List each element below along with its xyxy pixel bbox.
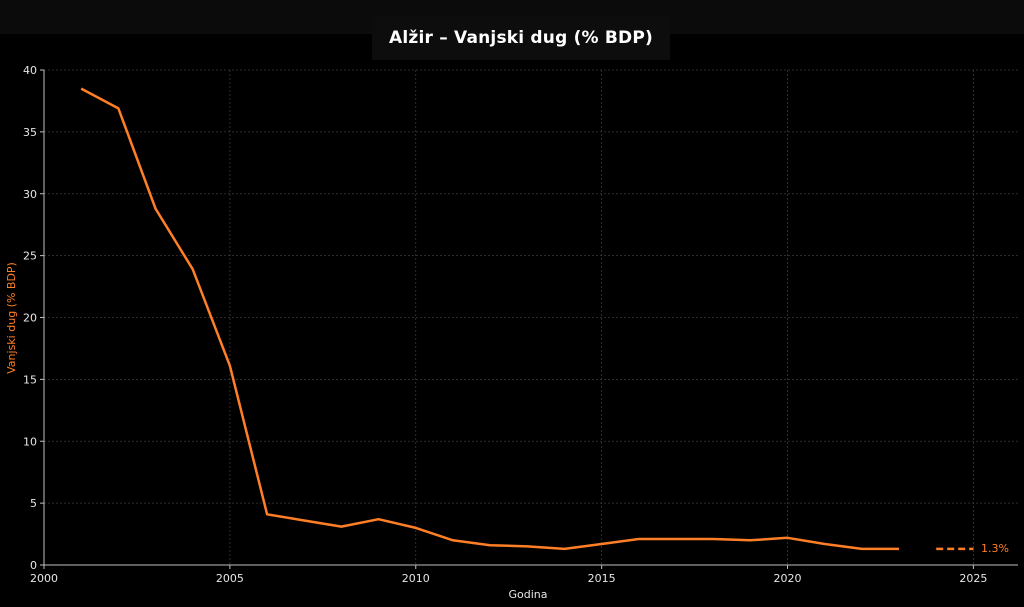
- x-tick-label: 2010: [402, 572, 430, 585]
- y-tick-label: 30: [23, 188, 37, 201]
- y-tick-label: 5: [30, 497, 37, 510]
- grid: [43, 69, 1018, 566]
- last-value-annotation: 1.3%: [981, 542, 1009, 555]
- x-tick-label: 2000: [30, 572, 58, 585]
- x-axis-label: Godina: [508, 588, 547, 601]
- y-axis-label: Vanjski dug (% BDP): [5, 262, 18, 374]
- chart-title: Alžir – Vanjski dug (% BDP): [388, 28, 653, 48]
- y-tick-label: 25: [23, 250, 37, 263]
- y-tick-label: 0: [30, 559, 37, 572]
- title-box: Alžir – Vanjski dug (% BDP): [372, 16, 670, 60]
- debt-series-line: [80, 87, 899, 551]
- y-tick-label: 35: [23, 126, 37, 139]
- x-tick-label: 2020: [774, 572, 802, 585]
- series-layer: [80, 87, 974, 551]
- y-tick-label: 15: [23, 373, 37, 386]
- x-tick-label: 2025: [959, 572, 987, 585]
- y-tick-label: 20: [23, 312, 37, 325]
- x-tick-label: 2015: [588, 572, 616, 585]
- y-tick-label: 10: [23, 435, 37, 448]
- labels: Godina Vanjski dug (% BDP) 1.3%: [5, 262, 1009, 601]
- y-tick-label: 40: [23, 64, 37, 77]
- x-tick-label: 2005: [216, 572, 244, 585]
